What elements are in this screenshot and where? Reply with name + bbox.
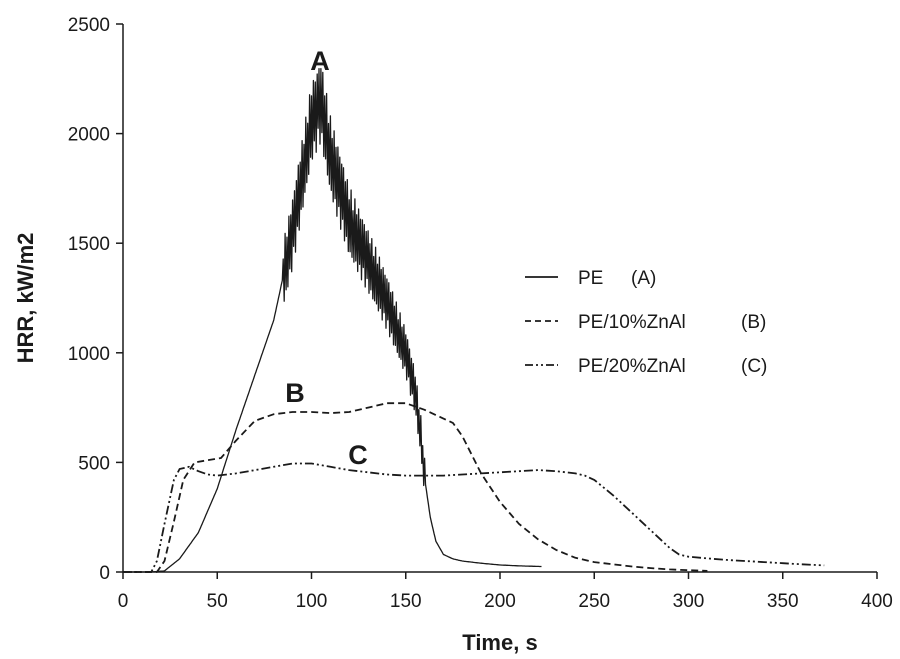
curve-label-a: A [310,46,330,76]
series-line-pe [123,67,542,573]
y-tick-label: 2000 [68,125,110,146]
series-line-pe-10-znal [123,402,708,573]
legend-tag-pe-10-znal: (B) [741,312,766,333]
legend-tag-pe-20-znal: (C) [741,356,767,377]
legend-label-pe-10-znal: PE/10%ZnAl [578,312,686,333]
curve-label-b: B [285,378,305,408]
legend-tag-pe: (A) [631,268,656,289]
x-tick-label: 100 [296,591,328,612]
legend-label-pe: PE [578,268,603,289]
y-tick-label: 0 [99,563,110,584]
x-tick-label: 250 [578,591,610,612]
y-ticks: 0 500 1000 1500 2000 2500 [68,15,123,584]
x-tick-label: 400 [861,591,893,612]
series-line-pe-20-znal [123,462,825,573]
y-axis-title: HRR, kW/m2 [13,233,38,364]
x-tick-label: 350 [767,591,799,612]
y-tick-label: 2500 [68,15,110,36]
curve-label-c: C [348,440,368,470]
y-tick-label: 1000 [68,344,110,365]
x-tick-label: 50 [207,591,228,612]
x-tick-label: 0 [118,591,129,612]
x-ticks: 0 50 100 150 200 250 300 350 400 [118,572,893,612]
legend: PE (A) PE/10%ZnAl (B) PE/20%ZnAl (C) [525,268,767,377]
x-tick-label: 150 [390,591,422,612]
y-tick-label: 1500 [68,234,110,255]
x-tick-label: 200 [484,591,516,612]
plot-area [123,67,825,573]
axes [122,24,877,573]
legend-label-pe-20-znal: PE/20%ZnAl [578,356,686,377]
y-tick-label: 500 [78,453,110,474]
x-axis-title: Time, s [462,630,537,655]
x-tick-label: 300 [673,591,705,612]
